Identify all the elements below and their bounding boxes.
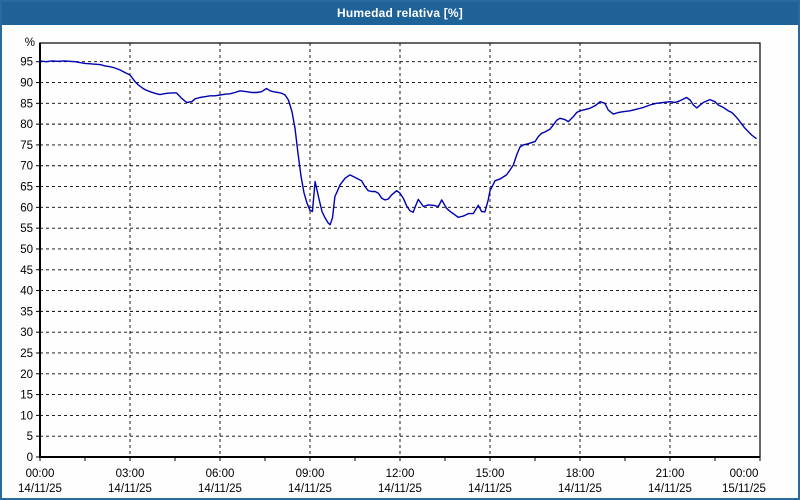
svg-text:70: 70 (20, 161, 33, 173)
svg-text:35: 35 (20, 306, 33, 318)
x-tick-time: 09:00 (296, 468, 325, 480)
svg-text:60: 60 (20, 202, 33, 214)
svg-text:75: 75 (20, 140, 33, 152)
window-title: Humedad relativa [%] (336, 6, 464, 20)
chart-area: 0 5 10 15 20 25 30 35 40 45 50 55 60 65 70 75 80 85 90 95% 0… (2, 25, 798, 498)
y-axis-unit: % (25, 37, 35, 49)
x-tick-date: 14/11/25 (288, 483, 332, 495)
axes (39, 43, 760, 458)
x-axis-labels: 00:00 14/11/25 03:00 14/11/25 06:00 14/11/25 0… (18, 468, 766, 495)
x-tick-date: 14/11/25 (558, 483, 602, 495)
y-axis-labels: 0 5 10 15 20 25 30 35 40 45 50 55 60 65 70 75 80 85 90 95 (20, 57, 33, 464)
svg-text:50: 50 (20, 244, 33, 256)
svg-text:40: 40 (20, 286, 33, 298)
x-tick-time: 06:00 (206, 468, 235, 480)
svg-text:15: 15 (20, 390, 33, 402)
x-tick-time: 21:00 (656, 468, 685, 480)
x-tick-date: 15/11/25 (722, 483, 766, 495)
x-tick-date: 14/11/25 (468, 483, 512, 495)
x-tick-date: 14/11/25 (648, 483, 692, 495)
x-tick-time: 15:00 (476, 468, 505, 480)
x-tick-time: 12:00 (386, 468, 415, 480)
humidity-line-chart: 0 5 10 15 20 25 30 35 40 45 50 55 60 65 70 75 80 85 90 95% 0… (18, 37, 766, 495)
svg-text:5: 5 (27, 431, 33, 443)
svg-text:90: 90 (20, 78, 33, 90)
svg-text:30: 30 (20, 327, 33, 339)
x-tick-time: 03:00 (116, 468, 145, 480)
tick-marks (36, 61, 761, 461)
x-tick-time: 00:00 (730, 468, 759, 480)
svg-text:0: 0 (27, 452, 33, 464)
svg-text:20: 20 (20, 369, 33, 381)
x-tick-date: 14/11/25 (108, 483, 152, 495)
svg-text:10: 10 (20, 410, 33, 422)
svg-text:55: 55 (20, 223, 33, 235)
x-tick-time: 00:00 (26, 468, 55, 480)
x-tick-date: 14/11/25 (198, 483, 242, 495)
svg-text:65: 65 (20, 182, 33, 194)
svg-text:25: 25 (20, 348, 33, 360)
x-tick-time: 18:00 (566, 468, 595, 480)
svg-text:45: 45 (20, 265, 33, 277)
svg-text:95: 95 (20, 57, 33, 69)
title-bar: Humedad relativa [%] (2, 2, 798, 25)
x-tick-date: 14/11/25 (18, 483, 62, 495)
x-tick-date: 14/11/25 (378, 483, 422, 495)
gridlines (40, 43, 760, 457)
humidity-series-line (39, 60, 757, 226)
svg-text:85: 85 (20, 98, 33, 110)
svg-text:80: 80 (20, 119, 33, 131)
